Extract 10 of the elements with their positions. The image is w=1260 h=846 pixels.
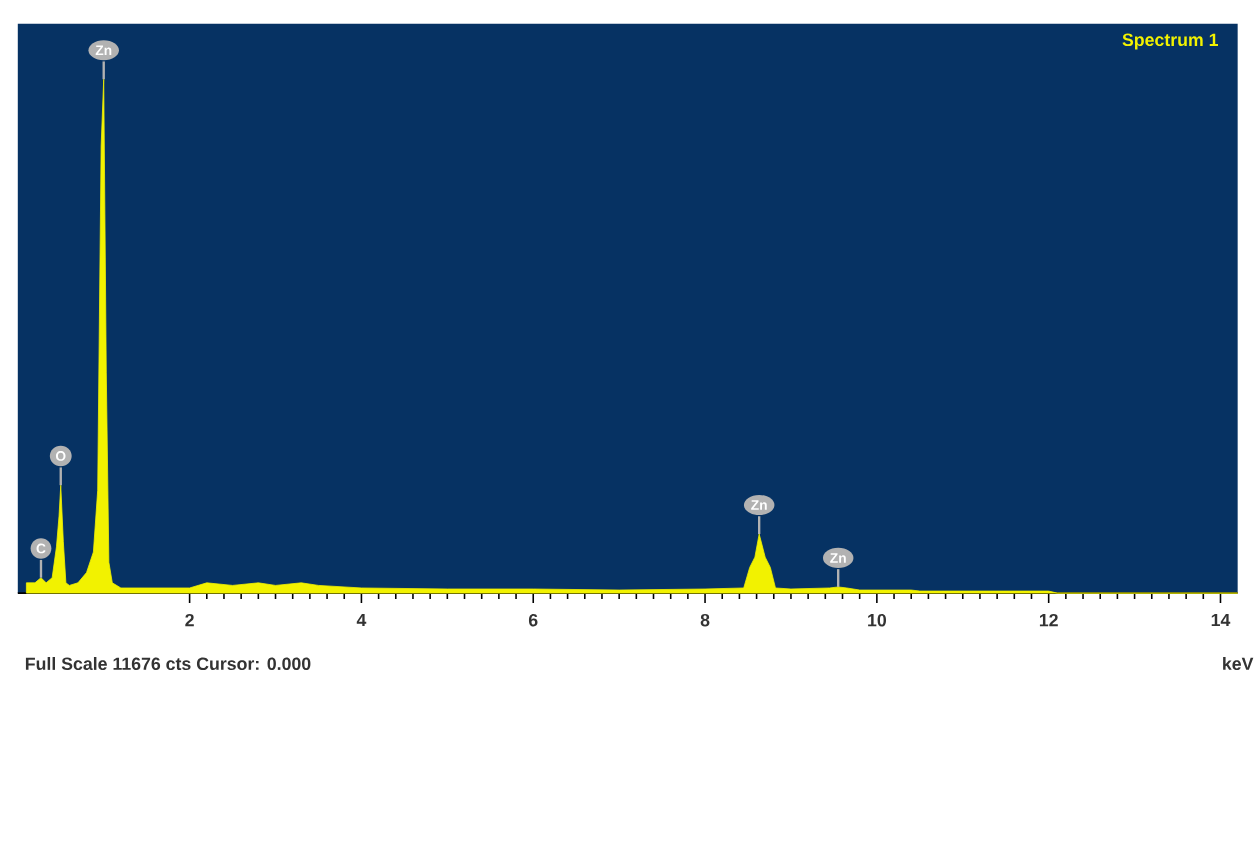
text: Full Scale 11676 cts Cursor: 0.000 — [25, 656, 311, 670]
x-tick-label: 14 — [1211, 613, 1231, 627]
x-tick-label: 2 — [185, 613, 194, 627]
x-tick-label: 12 — [1039, 613, 1058, 627]
x-axis-title: keV — [1223, 656, 1254, 670]
x-tick-label: 4 — [356, 613, 367, 627]
x-tick-label: 6 — [528, 613, 538, 627]
x-tick-label: 10 — [868, 613, 886, 627]
chart-title: Spectrum 1 — [1122, 33, 1218, 50]
x-tick-label: 8 — [700, 613, 710, 627]
